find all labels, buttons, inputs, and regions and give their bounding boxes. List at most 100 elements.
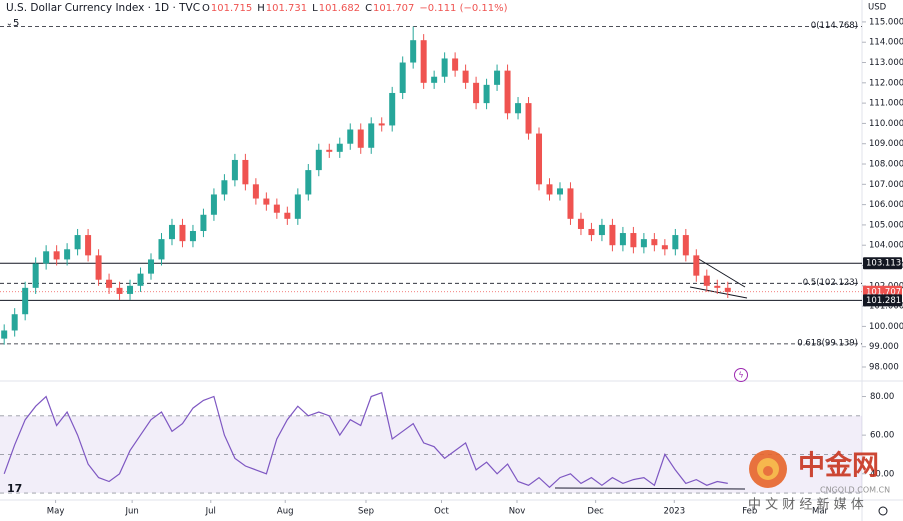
candle-body xyxy=(336,143,343,152)
ohlc-key: L xyxy=(312,3,318,14)
x-tick-label: Aug xyxy=(277,507,294,517)
candle-body xyxy=(525,103,532,134)
candle-body xyxy=(326,149,333,152)
candle-body xyxy=(347,129,354,144)
x-tick-label: Nov xyxy=(509,507,526,517)
candle-body xyxy=(148,259,155,274)
candle-body xyxy=(536,133,543,185)
candle-body xyxy=(378,123,385,126)
candle-body xyxy=(483,84,490,104)
candle-body xyxy=(74,235,81,250)
candle-body xyxy=(315,149,322,171)
ohlc-value: 101.715 xyxy=(211,3,252,14)
candle-body xyxy=(252,184,259,199)
y-tick-label: 113.000 xyxy=(869,58,903,68)
y-tick-label: 101.000 xyxy=(869,302,903,312)
candle-body xyxy=(22,287,29,315)
y-tick-label: 108.000 xyxy=(869,160,903,170)
svg-text:17: 17 xyxy=(7,482,22,495)
candle-body xyxy=(462,70,469,83)
candle-body xyxy=(672,235,679,250)
x-tick-label: Oct xyxy=(434,507,449,517)
price-box xyxy=(863,257,902,270)
y-tick-label: 99.000 xyxy=(869,342,899,352)
level-label: 0.5(102.123) xyxy=(803,278,858,288)
y-tick-label: 112.000 xyxy=(869,78,903,88)
candle-body xyxy=(703,275,710,286)
candle-body xyxy=(420,40,427,83)
candle-body xyxy=(210,194,217,215)
candle-body xyxy=(263,198,270,205)
x-tick-label: May xyxy=(47,507,65,517)
candle-body xyxy=(473,82,480,104)
price-box-label: 103.113 xyxy=(866,259,901,269)
candle-body xyxy=(598,224,605,236)
candle-body xyxy=(693,255,700,276)
y-tick-label: 98.000 xyxy=(869,363,899,373)
rsi-tick-label: 80.00 xyxy=(870,392,894,402)
y-tick-label: 109.000 xyxy=(869,139,903,149)
candle-body xyxy=(556,188,563,195)
currency: USD xyxy=(868,3,887,13)
rsi-line xyxy=(3,391,728,489)
ohlc-value: 101.682 xyxy=(319,3,360,14)
ohlc-value: 101.707 xyxy=(373,3,414,14)
candle-body xyxy=(168,224,175,240)
candle-body xyxy=(231,159,238,181)
candle-body xyxy=(294,194,301,219)
candle-body xyxy=(609,224,616,246)
level-label: 0.618(99.139) xyxy=(797,338,858,348)
y-tick-label: 114.000 xyxy=(869,38,903,48)
candle-body xyxy=(494,70,501,85)
candle-body xyxy=(95,255,102,280)
candle-body xyxy=(661,245,668,250)
rsi-tick-label: 60.00 xyxy=(870,431,894,441)
candle-body xyxy=(179,224,186,242)
y-tick-label: 110.000 xyxy=(869,119,903,129)
watermark-slogan: 中 文 财 经 新 媒 体 xyxy=(748,497,864,513)
candle-body xyxy=(53,251,60,260)
candle-body xyxy=(11,314,18,331)
candle-body xyxy=(137,273,144,286)
candle-body xyxy=(724,287,731,292)
candle-body xyxy=(714,285,721,288)
candle-body xyxy=(284,212,291,219)
x-tick-label: Jul xyxy=(205,507,216,517)
candle-body xyxy=(431,76,438,83)
rsi-band xyxy=(0,415,862,494)
y-tick-label: 100.000 xyxy=(869,322,903,332)
candle-body xyxy=(106,279,113,288)
candle-body xyxy=(273,204,280,213)
y-tick-label: 107.000 xyxy=(869,180,903,190)
candle-body xyxy=(577,218,584,229)
events-icon-glyph: ϟ xyxy=(738,371,743,380)
ohlc-key: O xyxy=(202,3,210,14)
candle-body xyxy=(158,239,165,260)
candle-body xyxy=(651,239,658,246)
ohlc-change: −0.111 (−0.11%) xyxy=(419,3,507,14)
candle-body xyxy=(32,263,39,288)
y-tick-label: 111.000 xyxy=(869,99,903,109)
candle-body xyxy=(640,239,647,248)
candle-body xyxy=(567,188,574,219)
candle-body xyxy=(242,159,249,185)
candle-body xyxy=(399,62,406,93)
settings-icon[interactable] xyxy=(878,506,888,516)
candle-body xyxy=(64,249,71,260)
collapse-arrow[interactable]: ⌄ xyxy=(6,19,13,28)
indicator-count[interactable]: 5 xyxy=(13,18,19,29)
candle-body xyxy=(452,58,459,71)
candle-body xyxy=(504,70,511,114)
candle-body xyxy=(410,40,417,63)
price-box xyxy=(863,294,902,307)
candle-body xyxy=(357,129,364,148)
candle-body xyxy=(368,123,375,148)
x-tick-label: 2023 xyxy=(663,507,685,517)
candle-body xyxy=(588,228,595,236)
watermark: 中金网 CNGOLD.COM.CN 中 文 财 经 新 媒 体 xyxy=(748,450,890,513)
events-icon[interactable] xyxy=(734,368,748,382)
y-tick-label: 115.000 xyxy=(869,17,903,27)
y-tick-label: 106.000 xyxy=(869,200,903,210)
x-tick-label: Jun xyxy=(124,507,138,517)
